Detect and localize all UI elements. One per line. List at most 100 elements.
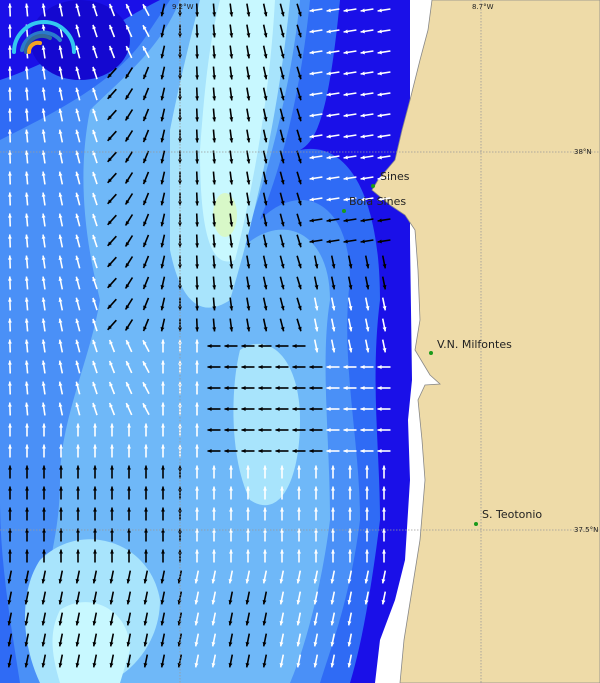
direction-arrow — [343, 365, 357, 369]
place-milfontes: V.N. Milfontes — [437, 338, 512, 351]
place-markers — [342, 184, 478, 526]
direction-arrow — [195, 150, 200, 164]
direction-arrow — [296, 297, 302, 311]
direction-arrow — [330, 591, 336, 605]
direction-arrow — [160, 129, 166, 143]
direction-arrow — [160, 654, 166, 668]
direction-arrow — [195, 528, 199, 542]
direction-arrow — [59, 549, 63, 563]
direction-arrow — [296, 108, 302, 122]
label-lon-8-7: 8.7°W — [472, 3, 494, 11]
direction-arrow — [326, 92, 340, 97]
direction-arrow — [195, 465, 199, 479]
direction-arrow — [246, 87, 251, 101]
direction-arrow — [161, 549, 165, 563]
direction-arrow — [58, 633, 64, 647]
direction-arrow — [107, 88, 117, 100]
direction-arrow — [142, 360, 150, 374]
direction-arrow — [262, 87, 268, 101]
direction-arrow — [207, 449, 221, 453]
direction-arrow — [75, 255, 81, 269]
direction-arrow — [7, 381, 12, 395]
direction-arrow — [343, 407, 357, 411]
direction-arrow — [292, 449, 306, 453]
direction-arrow — [41, 45, 46, 59]
direction-arrow — [364, 339, 370, 353]
direction-arrow — [142, 87, 150, 101]
direction-arrow — [93, 507, 97, 521]
direction-arrow — [229, 276, 234, 290]
direction-arrow — [343, 92, 357, 97]
direction-arrow — [212, 486, 216, 500]
direction-arrow — [309, 92, 323, 97]
direction-arrow — [110, 549, 114, 563]
direction-arrow — [58, 234, 64, 248]
direction-arrow — [58, 129, 64, 143]
direction-arrow — [382, 465, 386, 479]
direction-arrow — [92, 339, 98, 353]
direction-arrow — [377, 407, 391, 411]
direction-arrow — [279, 171, 285, 185]
direction-arrow — [212, 66, 217, 80]
direction-arrow — [326, 155, 340, 160]
direction-arrow — [330, 339, 336, 353]
direction-arrow — [279, 150, 285, 164]
direction-arrow — [7, 339, 12, 353]
direction-arrow — [382, 528, 386, 542]
direction-arrow — [280, 507, 284, 521]
direction-arrow — [360, 428, 374, 432]
direction-arrow — [195, 297, 200, 311]
direction-arrow — [7, 570, 13, 584]
direction-arrow — [280, 549, 284, 563]
direction-arrow — [262, 192, 268, 206]
direction-arrow — [195, 87, 200, 101]
direction-arrow — [292, 428, 306, 432]
direction-arrow — [195, 360, 199, 374]
direction-arrow — [296, 150, 302, 164]
direction-arrow — [343, 134, 357, 139]
marker-milfontes[interactable] — [429, 351, 433, 355]
direction-arrow — [24, 402, 29, 416]
direction-arrow — [229, 255, 234, 269]
direction-arrow — [195, 318, 200, 332]
direction-arrow — [347, 612, 353, 626]
direction-arrow — [246, 213, 251, 227]
marker-sines[interactable] — [371, 184, 375, 188]
direction-arrow — [364, 570, 370, 584]
direction-arrow — [296, 612, 302, 626]
direction-arrow — [127, 423, 131, 437]
direction-arrow — [92, 402, 98, 416]
direction-arrow — [211, 633, 217, 647]
direction-arrow — [7, 129, 12, 143]
direction-arrow — [309, 29, 323, 34]
label-lat-37-5: 37.5°N — [574, 526, 599, 534]
direction-arrow — [382, 486, 386, 500]
direction-arrow — [41, 171, 46, 185]
direction-arrow — [75, 87, 81, 101]
direction-arrow — [279, 297, 285, 311]
direction-arrow — [142, 66, 150, 80]
direction-arrow — [229, 234, 234, 248]
direction-arrow — [309, 449, 323, 453]
direction-arrow — [241, 449, 255, 453]
direction-arrow — [246, 486, 250, 500]
marker-teotonio[interactable] — [474, 522, 478, 526]
direction-arrow — [279, 66, 285, 80]
direction-arrow — [347, 591, 353, 605]
direction-arrow — [348, 528, 352, 542]
direction-arrow — [343, 29, 357, 34]
direction-arrow — [58, 192, 64, 206]
direction-arrow — [58, 381, 64, 395]
direction-arrow — [59, 486, 63, 500]
direction-arrow — [246, 66, 251, 80]
direction-arrow — [212, 234, 217, 248]
marker-boia-sines[interactable] — [342, 209, 346, 213]
direction-arrow — [246, 150, 251, 164]
direction-arrow — [126, 591, 132, 605]
direction-arrow — [297, 486, 301, 500]
direction-arrow — [224, 407, 238, 411]
direction-arrow — [25, 528, 29, 542]
direction-arrow — [25, 507, 29, 521]
direction-arrow — [279, 570, 285, 584]
